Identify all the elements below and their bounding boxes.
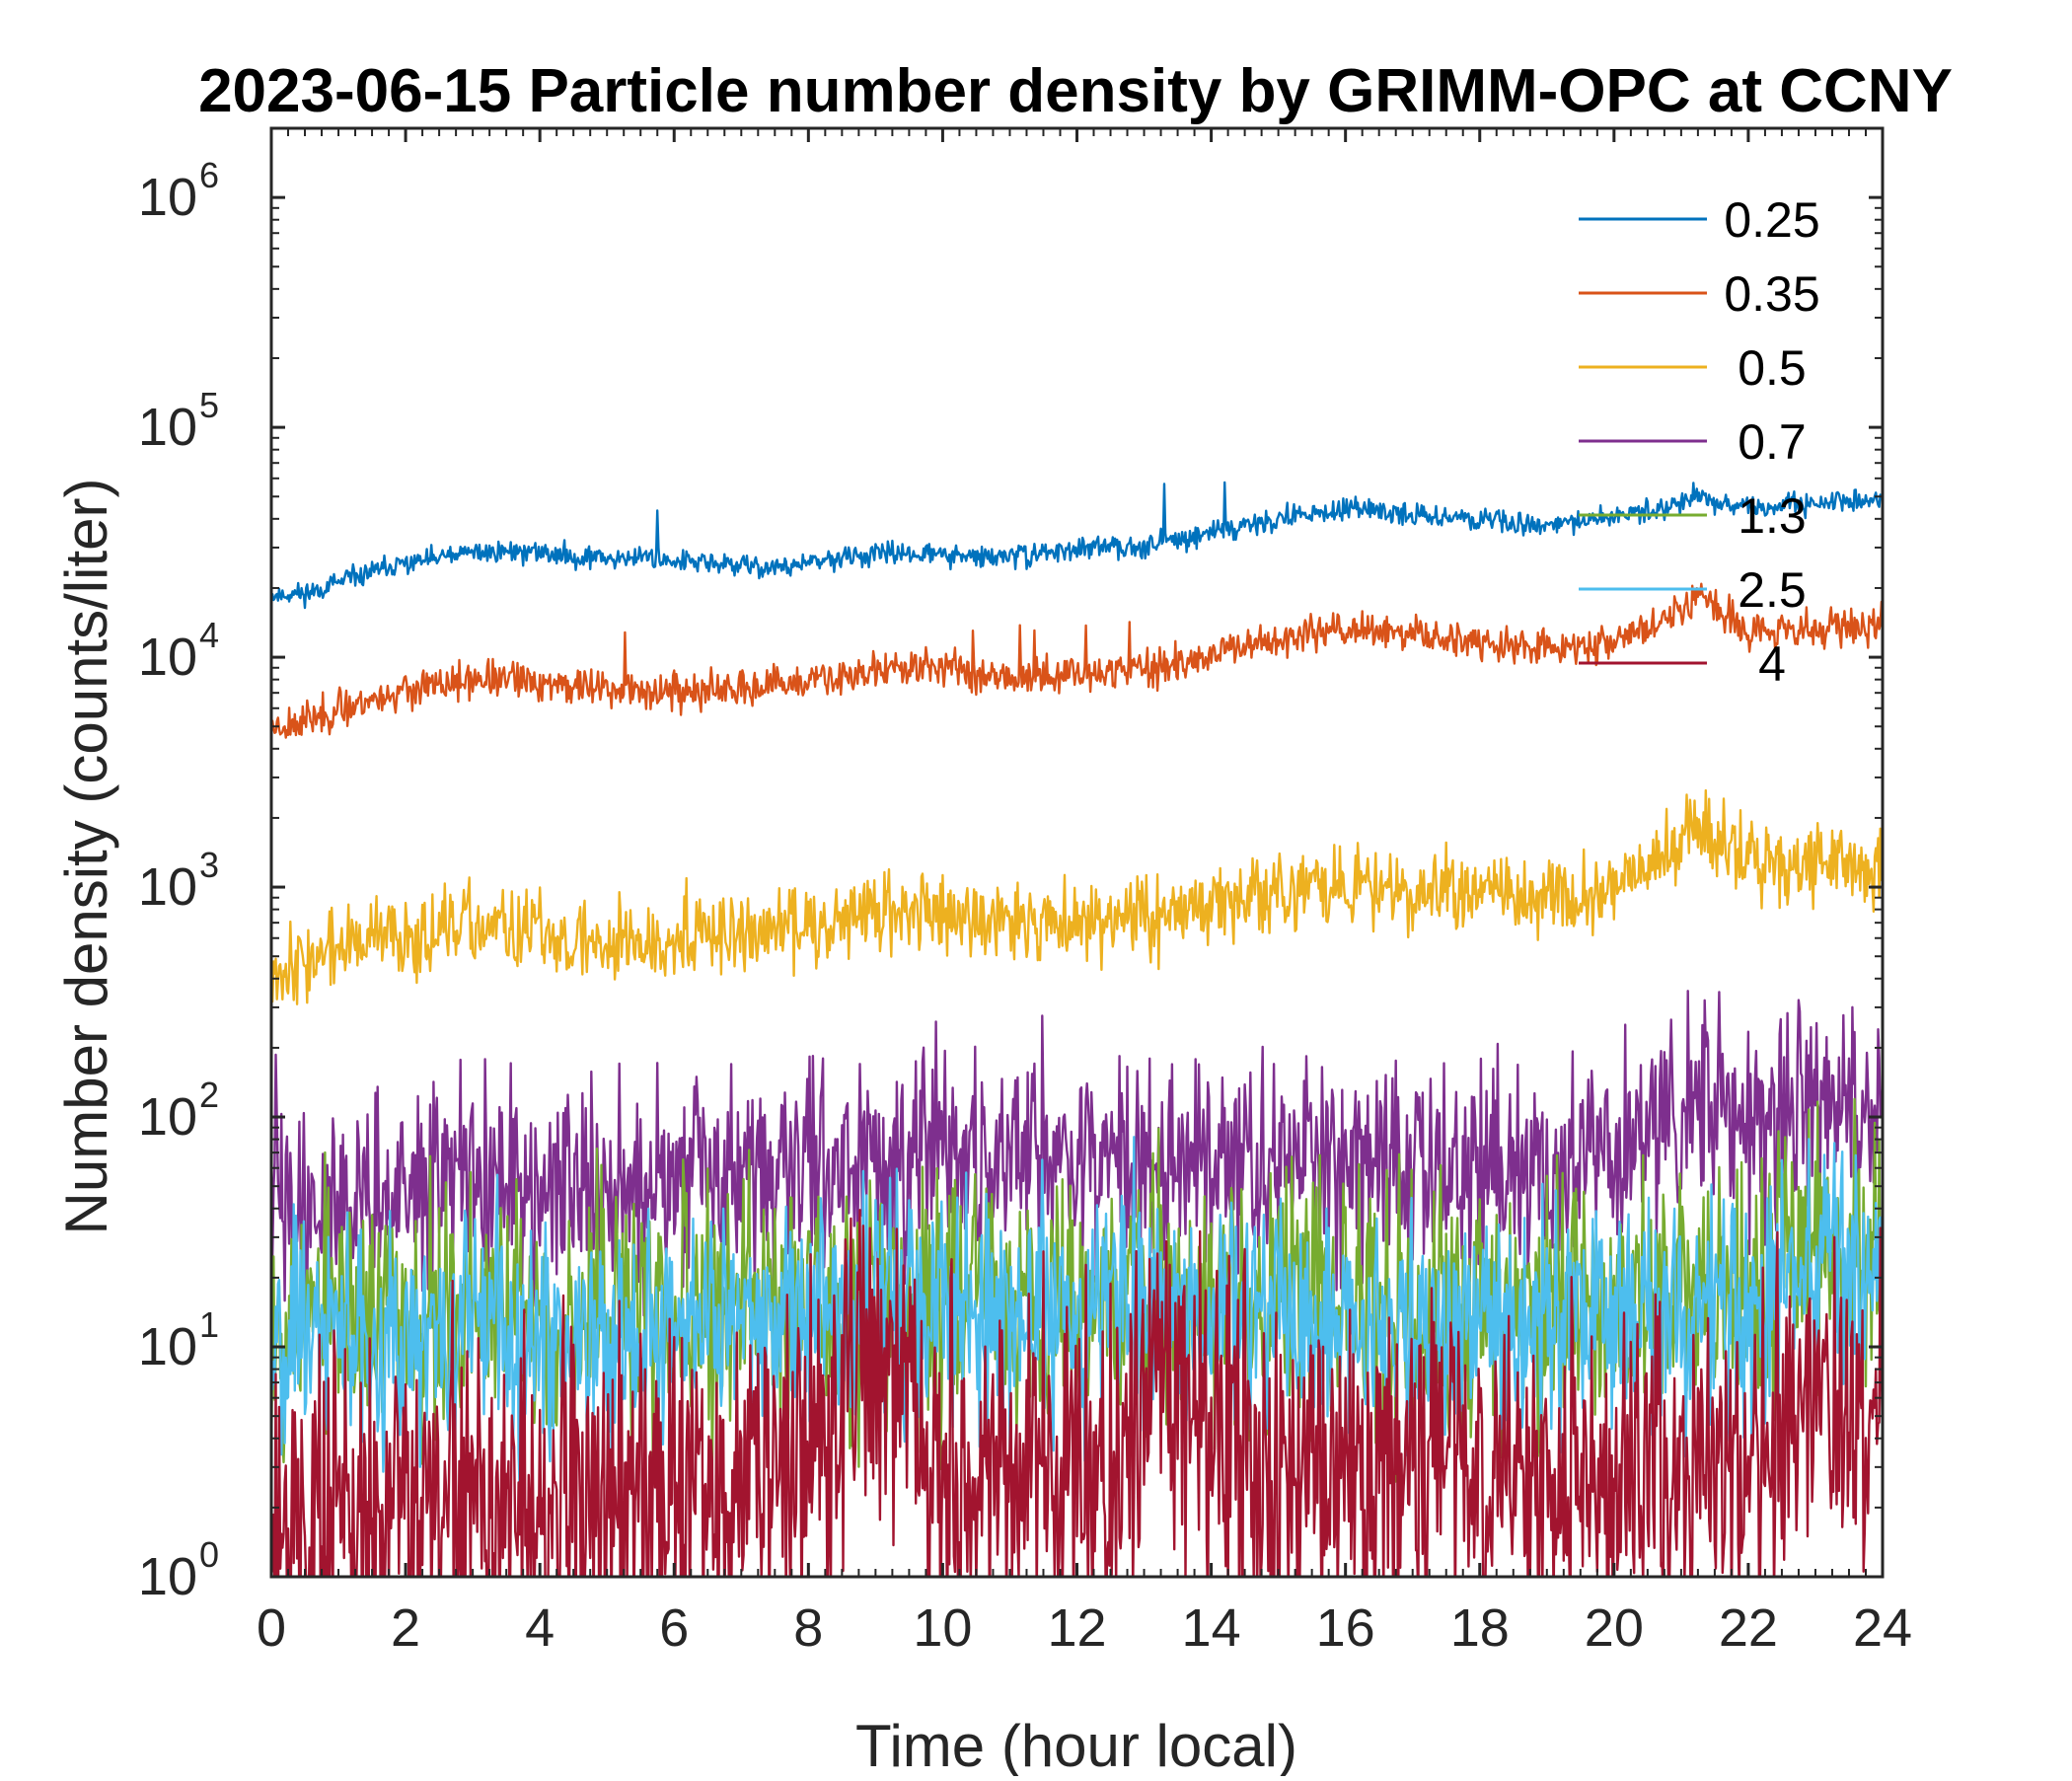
y-tick-label: 10	[138, 1547, 197, 1606]
y-tick-label: 10	[138, 1317, 197, 1376]
y-axis-title: Number density (counts/liter)	[53, 479, 119, 1235]
series-line-0-5	[271, 788, 1883, 1005]
y-minor-ticks	[271, 127, 1883, 1509]
x-tick-label: 20	[1585, 1598, 1644, 1658]
y-tick-label: 10	[138, 168, 197, 227]
y-tick-exponent: 2	[199, 1075, 219, 1115]
x-minor-ticks	[287, 128, 1867, 1577]
legend-label-0-7: 0.7	[1738, 414, 1807, 470]
x-tick-label: 24	[1853, 1598, 1912, 1658]
y-tick-exponent: 1	[199, 1304, 219, 1345]
legend: 0.25 0.35 0.5 0.7 1.3 2.5 4	[1579, 192, 1820, 692]
legend-label-1-3: 1.3	[1738, 488, 1807, 544]
series-line-4	[271, 1209, 1883, 1577]
legend-label-0-35: 0.35	[1724, 266, 1819, 322]
x-tick-label: 14	[1182, 1598, 1241, 1658]
x-tick-label: 22	[1719, 1598, 1778, 1658]
legend-label-0-25: 0.25	[1724, 192, 1819, 248]
x-tick-label: 4	[525, 1598, 555, 1658]
series-line-0-35	[271, 582, 1883, 739]
x-tick-label: 2	[391, 1598, 420, 1658]
y-tick-exponent: 4	[199, 615, 219, 655]
legend-label-4: 4	[1758, 636, 1786, 692]
x-tick-label: 12	[1047, 1598, 1106, 1658]
series-layer	[271, 481, 1883, 1577]
y-tick-exponent: 3	[199, 845, 219, 885]
y-tick-exponent: 6	[199, 155, 219, 195]
x-axis-title: Time (hour local)	[855, 1713, 1297, 1776]
legend-label-2-5: 2.5	[1738, 562, 1807, 618]
y-tick-label: 10	[138, 857, 197, 917]
y-tick-label: 10	[138, 398, 197, 457]
legend-label-0-5: 0.5	[1738, 340, 1807, 396]
y-tick-exponent: 0	[199, 1534, 219, 1575]
x-tick-label: 0	[257, 1598, 286, 1658]
y-tick-label: 10	[138, 1087, 197, 1147]
x-tick-label: 10	[913, 1598, 972, 1658]
series-line-0-25	[271, 481, 1883, 610]
x-tick-label: 8	[793, 1598, 823, 1658]
x-tick-label: 6	[659, 1598, 689, 1658]
series-line-0-7	[271, 990, 1883, 1319]
series-line-2-5	[271, 1136, 1883, 1495]
x-axis-ticks: 0 2 4 6 8 10 12 14 16 18 20 22 24	[257, 128, 1912, 1658]
chart-title: 2023-06-15 Particle number density by GR…	[198, 57, 1953, 125]
y-tick-exponent: 5	[199, 385, 219, 425]
x-tick-label: 16	[1316, 1598, 1375, 1658]
y-tick-label: 10	[138, 628, 197, 687]
x-tick-label: 18	[1450, 1598, 1510, 1658]
